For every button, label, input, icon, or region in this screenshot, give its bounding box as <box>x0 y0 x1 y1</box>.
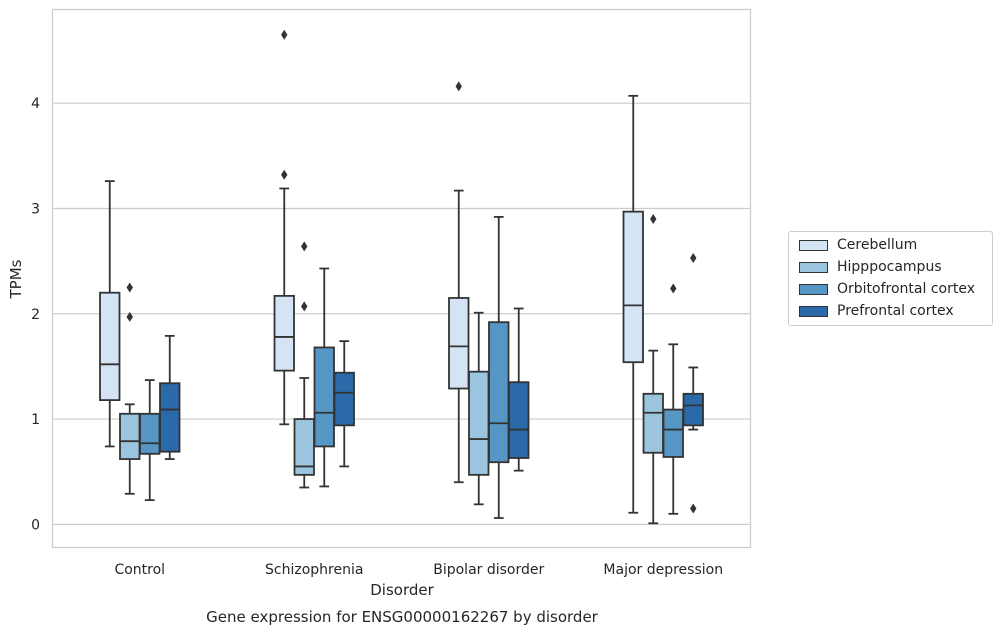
x-tick-label: Control <box>114 562 165 578</box>
outlier-point <box>670 283 677 294</box>
legend-swatch <box>799 283 828 295</box>
box <box>273 294 295 372</box>
box <box>99 291 121 402</box>
y-tick-label: 1 <box>31 412 40 428</box>
y-tick-label: 3 <box>31 201 40 217</box>
box <box>682 392 704 427</box>
outlier-point <box>281 169 288 180</box>
legend-label-orbitofrontal-cortex: Orbitofrontal cortex <box>837 281 975 297</box>
y-tick-label: 0 <box>31 517 40 533</box>
plot-frame <box>51 8 752 549</box>
outlier-point <box>690 252 697 263</box>
outlier-point <box>281 29 288 40</box>
x-tick-label: Bipolar disorder <box>433 562 544 578</box>
outlier-point <box>301 301 308 312</box>
box-group <box>99 180 121 448</box>
box <box>642 392 664 454</box>
legend-label-cerebellum: Cerebellum <box>837 237 918 253</box>
box-group <box>448 81 470 484</box>
x-tick-labels: Control Schizophrenia Bipolar disorder Majo… <box>114 562 723 578</box>
legend: Cerebellum Hipppocampus Orbitofrontal co… <box>788 231 993 326</box>
box-group <box>293 241 315 489</box>
box <box>313 346 335 448</box>
box-group <box>508 307 530 472</box>
outlier-point <box>126 311 133 322</box>
box-group <box>313 267 335 488</box>
box-group <box>622 94 644 514</box>
box <box>139 412 161 455</box>
grid-lines <box>52 102 751 525</box>
y-tick-labels: 0 1 2 3 4 <box>31 96 40 533</box>
legend-item: Cerebellum <box>799 237 917 253</box>
box <box>468 370 490 476</box>
box-group <box>488 216 510 519</box>
outlier-point <box>650 214 657 225</box>
x-axis-label: Disorder <box>370 581 434 599</box>
box <box>662 408 684 458</box>
y-tick-label: 4 <box>31 96 40 112</box>
legend-label-hippocampus: Hipppocampus <box>837 259 942 275</box>
box <box>333 371 355 427</box>
box-group <box>159 334 181 460</box>
box-group <box>139 379 161 502</box>
legend-swatch <box>799 239 828 251</box>
box <box>488 321 510 464</box>
legend-item: Orbitofrontal cortex <box>799 281 975 297</box>
box-group <box>468 311 490 506</box>
x-tick-label: Schizophrenia <box>265 562 363 578</box>
outlier-point <box>126 282 133 293</box>
box <box>119 412 141 460</box>
box <box>622 210 644 364</box>
box <box>508 381 530 459</box>
y-axis-label: TPMs <box>7 259 25 299</box>
legend-item: Prefrontal cortex <box>799 303 954 319</box>
box-group <box>333 340 355 468</box>
legend-swatch <box>799 261 828 273</box>
legend-item: Hipppocampus <box>799 259 942 275</box>
outlier-point <box>690 503 697 514</box>
box <box>448 297 470 390</box>
legend-swatch <box>799 305 828 317</box>
x-tick-label: Major depression <box>603 562 723 578</box>
box-series <box>99 29 704 525</box>
box <box>159 382 181 453</box>
box-group <box>662 283 684 515</box>
box-group <box>273 29 295 426</box>
box-group <box>642 214 664 525</box>
y-tick-label: 2 <box>31 307 40 323</box>
legend-label-prefrontal-cortex: Prefrontal cortex <box>837 303 954 319</box>
outlier-point <box>455 81 462 92</box>
outlier-point <box>301 241 308 252</box>
box-group <box>682 252 704 514</box>
chart-title: Gene expression for ENSG00000162267 by d… <box>206 608 599 626</box>
